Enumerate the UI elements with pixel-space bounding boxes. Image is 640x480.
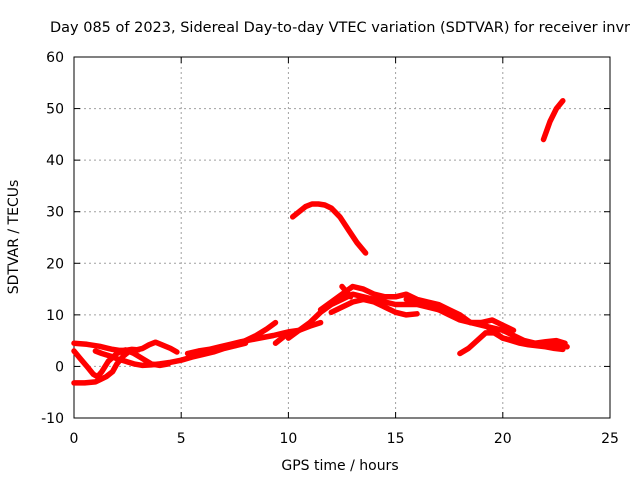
chart-title: Day 085 of 2023, Sidereal Day-to-day VTE…: [50, 20, 630, 36]
x-tick-label: 15: [387, 431, 405, 447]
y-axis-label: SDTVAR / TECUs: [6, 180, 22, 295]
series-track-13: [540, 98, 566, 143]
x-tick-labels: 0 5 10 15 20 25: [70, 431, 619, 447]
x-axis-label: GPS time / hours: [281, 458, 398, 474]
y-tick-label: 50: [46, 102, 64, 118]
y-tick-label: 60: [46, 50, 64, 66]
series-track-12: [289, 201, 369, 256]
plot-frame: [73, 56, 611, 419]
axis-ticks: [73, 56, 611, 419]
x-tick-label: 10: [279, 431, 297, 447]
y-tick-label: -10: [41, 411, 64, 427]
series-track-14: [339, 283, 354, 300]
series-track-11: [457, 330, 566, 357]
x-tick-label: 25: [601, 431, 619, 447]
grid: [74, 57, 610, 418]
y-tick-label: 20: [46, 256, 64, 272]
x-tick-label: 0: [70, 431, 79, 447]
series-track-15: [272, 330, 292, 346]
series-track-4: [92, 340, 249, 369]
y-tick-label: 40: [46, 153, 64, 169]
series-track-6: [232, 319, 279, 349]
series-track-9: [328, 296, 420, 318]
y-tick-labels: -10 0 10 20 30 40 50 60: [41, 50, 64, 427]
y-tick-label: 0: [55, 359, 64, 375]
y-tick-label: 30: [46, 205, 64, 221]
x-tick-label: 5: [177, 431, 186, 447]
y-tick-label: 10: [46, 308, 64, 324]
series-track-10: [403, 296, 568, 346]
series-track-3: [71, 339, 180, 386]
data-series: [71, 98, 570, 386]
x-tick-label: 20: [494, 431, 512, 447]
